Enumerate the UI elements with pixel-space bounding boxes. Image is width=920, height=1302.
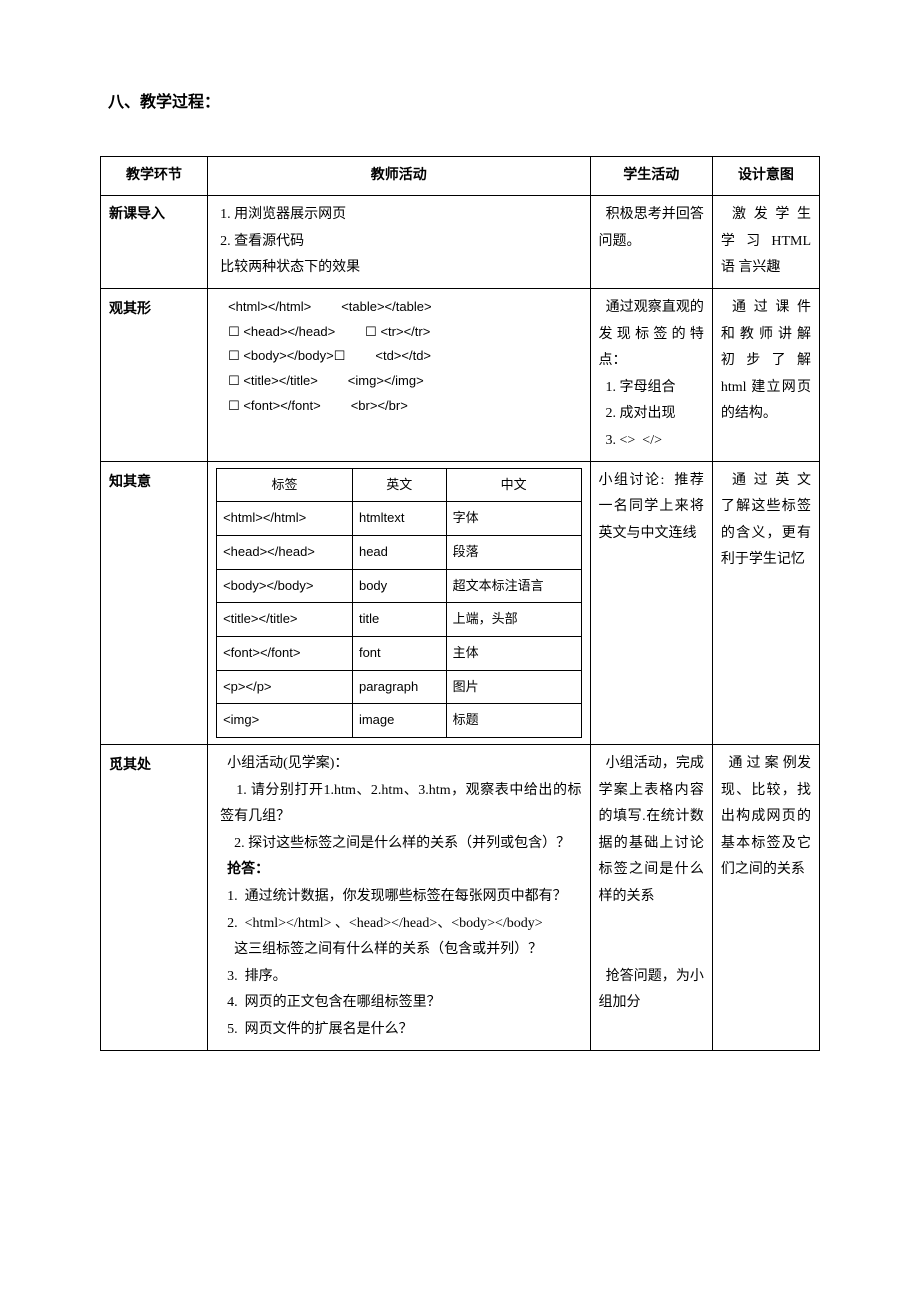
- stage-cell: 觅其处: [101, 745, 208, 1051]
- tag-text: ☐ <body></body>☐: [228, 344, 345, 369]
- student-line: 3. <> </>: [599, 428, 704, 455]
- teacher-activity-cell: 1. 用浏览器展示网页2. 查看源代码比较两种状态下的效果: [208, 196, 590, 289]
- inner-cell: head: [352, 535, 446, 569]
- student-activity-cell: 积极思考并回答问题。: [590, 196, 712, 289]
- teacher-line: 比较两种状态下的效果: [216, 255, 581, 282]
- inner-cell: image: [352, 704, 446, 738]
- teacher-line: 5. 网页文件的扩展名是什么？: [216, 1017, 581, 1044]
- student-line: 通过观察直观的发现标签的特点：: [599, 295, 704, 375]
- design-intent-cell: 激 发 学 生 学 习 HTML 语 言兴趣: [712, 196, 819, 289]
- tag-text: ☐ <head></head>: [228, 320, 335, 345]
- inner-cell: font: [352, 636, 446, 670]
- tag-meaning-table: 标签英文中文 <html></html>htmltext字体 <head></hea…: [216, 468, 581, 739]
- teacher-line: 2. 探讨这些标签之间是什么样的关系（并列或包含）？: [216, 831, 581, 858]
- teacher-line: 小组活动(见学案)：: [216, 751, 581, 778]
- teacher-line: 这三组标签之间有什么样的关系（包含或并列）？: [216, 937, 581, 964]
- tag-text: <html></html>: [228, 295, 311, 320]
- inner-cell: 字体: [446, 502, 581, 536]
- inner-cell: 图片: [446, 670, 581, 704]
- teacher-line: 3. 排序。: [216, 964, 581, 991]
- teacher-activity-cell: 标签英文中文 <html></html>htmltext字体 <head></hea…: [208, 461, 590, 745]
- inner-cell: <title></title>: [217, 603, 353, 637]
- tag-text: ☐ <font></font>: [228, 394, 321, 419]
- teacher-line: 1. 通过统计数据，你发现哪些标签在每张网页中都有？: [216, 884, 581, 911]
- tag-text: <img></img>: [348, 369, 424, 394]
- design-intent-cell: 通 过 案 例发现、比较，找出构成网页的基本标签及它们之间的关系: [712, 745, 819, 1051]
- col-header: 学生活动: [590, 156, 712, 196]
- student-line: [599, 937, 704, 964]
- inner-col-header: 中文: [446, 468, 581, 502]
- tag-text: ☐ <tr></tr>: [365, 320, 430, 345]
- page-container: 八、教学过程： 教学环节教师活动学生活动设计意图新课导入1. 用浏览器展示网页2…: [0, 0, 920, 1302]
- teacher-line: 1. 用浏览器展示网页: [216, 202, 581, 229]
- stage-cell: 知其意: [101, 461, 208, 745]
- student-activity-cell: 小组活动，完成学案上表格内容的填写.在统计数据的基础上讨论标签之间是什么样的关系…: [590, 745, 712, 1051]
- inner-cell: <img>: [217, 704, 353, 738]
- student-line: 2. 成对出现: [599, 401, 704, 428]
- inner-cell: <body></body>: [217, 569, 353, 603]
- inner-cell: 上端，头部: [446, 603, 581, 637]
- student-activity-cell: 小组讨论: 推荐一名同学上来将英文与中文连线: [590, 461, 712, 745]
- student-line: 抢答问题，为小组加分: [599, 964, 704, 1017]
- inner-col-header: 英文: [352, 468, 446, 502]
- teacher-line: 1. 请分别打开1.htm、2.htm、3.htm，观察表中给出的标签有几组？: [216, 778, 581, 831]
- tag-text: <br></br>: [351, 394, 408, 419]
- inner-cell: 标题: [446, 704, 581, 738]
- student-line: [599, 911, 704, 938]
- inner-cell: body: [352, 569, 446, 603]
- section-heading: 八、教学过程：: [108, 90, 820, 116]
- student-line: 小组活动，完成学案上表格内容的填写.在统计数据的基础上讨论标签之间是什么样的关系: [599, 751, 704, 911]
- teacher-line: 2. <html></html> 、<head></head>、<body></…: [216, 911, 581, 938]
- col-header: 教学环节: [101, 156, 208, 196]
- teacher-line: 抢答：: [216, 857, 581, 884]
- stage-cell: 观其形: [101, 288, 208, 461]
- teacher-line: 2. 查看源代码: [216, 229, 581, 256]
- tag-text: <td></td>: [375, 344, 431, 369]
- teacher-activity-cell: <html></html> <table></table>☐ <head></he…: [208, 288, 590, 461]
- teacher-line: 4. 网页的正文包含在哪组标签里？: [216, 990, 581, 1017]
- lesson-plan-table: 教学环节教师活动学生活动设计意图新课导入1. 用浏览器展示网页2. 查看源代码比…: [100, 156, 820, 1051]
- inner-cell: title: [352, 603, 446, 637]
- inner-cell: htmltext: [352, 502, 446, 536]
- tag-text: ☐ <title></title>: [228, 369, 318, 394]
- col-header: 教师活动: [208, 156, 590, 196]
- inner-cell: <html></html>: [217, 502, 353, 536]
- inner-cell: <p></p>: [217, 670, 353, 704]
- inner-cell: 超文本标注语言: [446, 569, 581, 603]
- stage-cell: 新课导入: [101, 196, 208, 289]
- inner-cell: 主体: [446, 636, 581, 670]
- inner-col-header: 标签: [217, 468, 353, 502]
- tag-text: <table></table>: [341, 295, 431, 320]
- teacher-activity-cell: 小组活动(见学案)： 1. 请分别打开1.htm、2.htm、3.htm，观察表…: [208, 745, 590, 1051]
- inner-cell: <font></font>: [217, 636, 353, 670]
- student-line: 1. 字母组合: [599, 375, 704, 402]
- inner-cell: paragraph: [352, 670, 446, 704]
- student-activity-cell: 通过观察直观的发现标签的特点： 1. 字母组合 2. 成对出现 3. <> </…: [590, 288, 712, 461]
- inner-cell: 段落: [446, 535, 581, 569]
- col-header: 设计意图: [712, 156, 819, 196]
- design-intent-cell: 通 过 课 件 和 教 师 讲 解 初 步 了 解 html 建立网页的结构。: [712, 288, 819, 461]
- inner-cell: <head></head>: [217, 535, 353, 569]
- design-intent-cell: 通 过 英 文 了解这些标签的含义，更有利于学生记忆: [712, 461, 819, 745]
